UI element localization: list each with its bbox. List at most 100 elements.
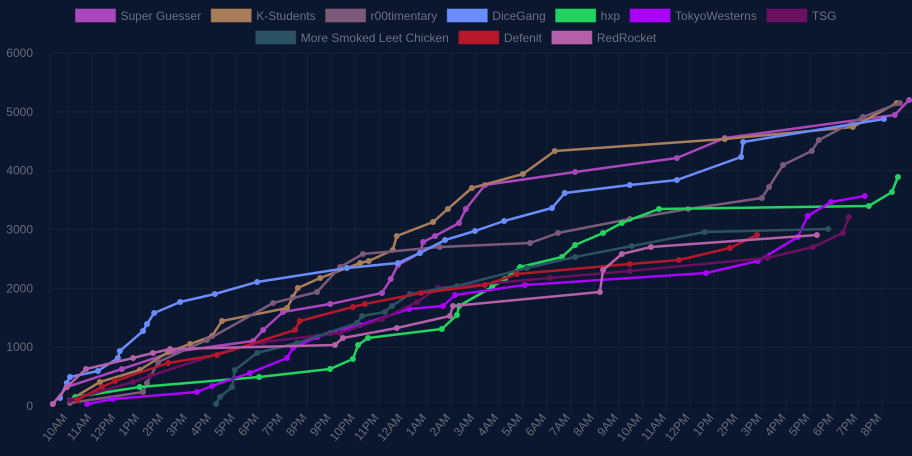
data-point[interactable]	[572, 241, 579, 248]
data-point[interactable]	[442, 236, 449, 243]
data-point[interactable]	[294, 284, 301, 291]
data-point[interactable]	[254, 278, 261, 285]
data-point[interactable]	[758, 194, 765, 201]
data-point[interactable]	[865, 202, 872, 209]
data-point[interactable]	[675, 256, 682, 263]
data-point[interactable]	[130, 354, 137, 361]
data-point[interactable]	[600, 229, 607, 236]
data-point[interactable]	[703, 269, 710, 276]
data-point[interactable]	[155, 358, 162, 365]
data-point[interactable]	[738, 153, 745, 160]
data-point[interactable]	[84, 400, 91, 407]
data-point[interactable]	[764, 254, 771, 261]
legend-item[interactable]: DiceGang	[446, 8, 546, 23]
data-point[interactable]	[546, 274, 553, 281]
data-point[interactable]	[626, 260, 633, 267]
data-point[interactable]	[365, 257, 372, 264]
data-point[interactable]	[600, 266, 607, 273]
data-point[interactable]	[140, 327, 147, 334]
data-point[interactable]	[327, 365, 334, 372]
data-point[interactable]	[379, 289, 386, 296]
data-point[interactable]	[780, 161, 787, 168]
data-point[interactable]	[521, 281, 528, 288]
data-point[interactable]	[144, 320, 151, 327]
data-point[interactable]	[813, 231, 820, 238]
data-point[interactable]	[432, 232, 439, 239]
data-point[interactable]	[381, 308, 388, 315]
data-point[interactable]	[82, 365, 89, 372]
data-point[interactable]	[256, 373, 263, 380]
data-point[interactable]	[673, 154, 680, 161]
data-point[interactable]	[430, 218, 437, 225]
data-point[interactable]	[355, 341, 362, 348]
data-point[interactable]	[118, 365, 125, 372]
data-point[interactable]	[845, 213, 852, 220]
data-point[interactable]	[151, 309, 158, 316]
data-point[interactable]	[551, 147, 558, 154]
data-point[interactable]	[572, 253, 579, 260]
data-point[interactable]	[280, 308, 287, 315]
data-point[interactable]	[98, 383, 105, 390]
data-point[interactable]	[420, 238, 427, 245]
data-point[interactable]	[393, 324, 400, 331]
data-point[interactable]	[468, 184, 475, 191]
data-point[interactable]	[809, 243, 816, 250]
data-point[interactable]	[165, 359, 172, 366]
data-point[interactable]	[726, 244, 733, 251]
data-point[interactable]	[292, 326, 299, 333]
data-point[interactable]	[209, 382, 216, 389]
legend-item[interactable]: TokyoWesterns	[629, 8, 757, 23]
data-point[interactable]	[349, 303, 356, 310]
data-point[interactable]	[839, 229, 846, 236]
data-point[interactable]	[436, 243, 443, 250]
data-point[interactable]	[63, 383, 70, 390]
data-point[interactable]	[349, 355, 356, 362]
data-point[interactable]	[213, 400, 220, 407]
data-point[interactable]	[284, 304, 291, 311]
data-point[interactable]	[523, 264, 530, 271]
data-point[interactable]	[444, 205, 451, 212]
data-point[interactable]	[359, 312, 366, 319]
data-point[interactable]	[116, 347, 123, 354]
data-point[interactable]	[228, 383, 235, 390]
data-point[interactable]	[673, 176, 680, 183]
data-point[interactable]	[815, 136, 822, 143]
data-point[interactable]	[217, 393, 224, 400]
data-point[interactable]	[456, 219, 463, 226]
data-point[interactable]	[647, 243, 654, 250]
data-point[interactable]	[94, 367, 101, 374]
data-point[interactable]	[626, 267, 633, 274]
data-point[interactable]	[554, 229, 561, 236]
data-point[interactable]	[260, 326, 267, 333]
legend-item[interactable]: Super Guesser	[74, 8, 201, 23]
data-point[interactable]	[481, 281, 488, 288]
data-point[interactable]	[416, 249, 423, 256]
data-point[interactable]	[379, 315, 386, 322]
data-point[interactable]	[894, 173, 901, 180]
data-point[interactable]	[618, 219, 625, 226]
data-point[interactable]	[891, 111, 898, 118]
data-point[interactable]	[655, 205, 662, 212]
data-point[interactable]	[454, 311, 461, 318]
data-point[interactable]	[387, 275, 394, 282]
data-point[interactable]	[146, 372, 153, 379]
data-point[interactable]	[906, 96, 912, 103]
data-point[interactable]	[626, 181, 633, 188]
data-point[interactable]	[327, 300, 334, 307]
data-point[interactable]	[628, 242, 635, 249]
legend-item[interactable]: K-Students	[210, 8, 316, 23]
legend-item[interactable]: TSG	[766, 8, 837, 23]
data-point[interactable]	[66, 373, 73, 380]
data-point[interactable]	[66, 396, 73, 403]
data-point[interactable]	[219, 317, 226, 324]
data-point[interactable]	[804, 212, 811, 219]
data-point[interactable]	[418, 289, 425, 296]
data-point[interactable]	[462, 205, 469, 212]
data-point[interactable]	[896, 99, 903, 106]
data-point[interactable]	[187, 340, 194, 347]
data-point[interactable]	[211, 290, 218, 297]
data-point[interactable]	[754, 231, 761, 238]
data-point[interactable]	[296, 317, 303, 324]
data-point[interactable]	[438, 325, 445, 332]
data-point[interactable]	[527, 239, 534, 246]
